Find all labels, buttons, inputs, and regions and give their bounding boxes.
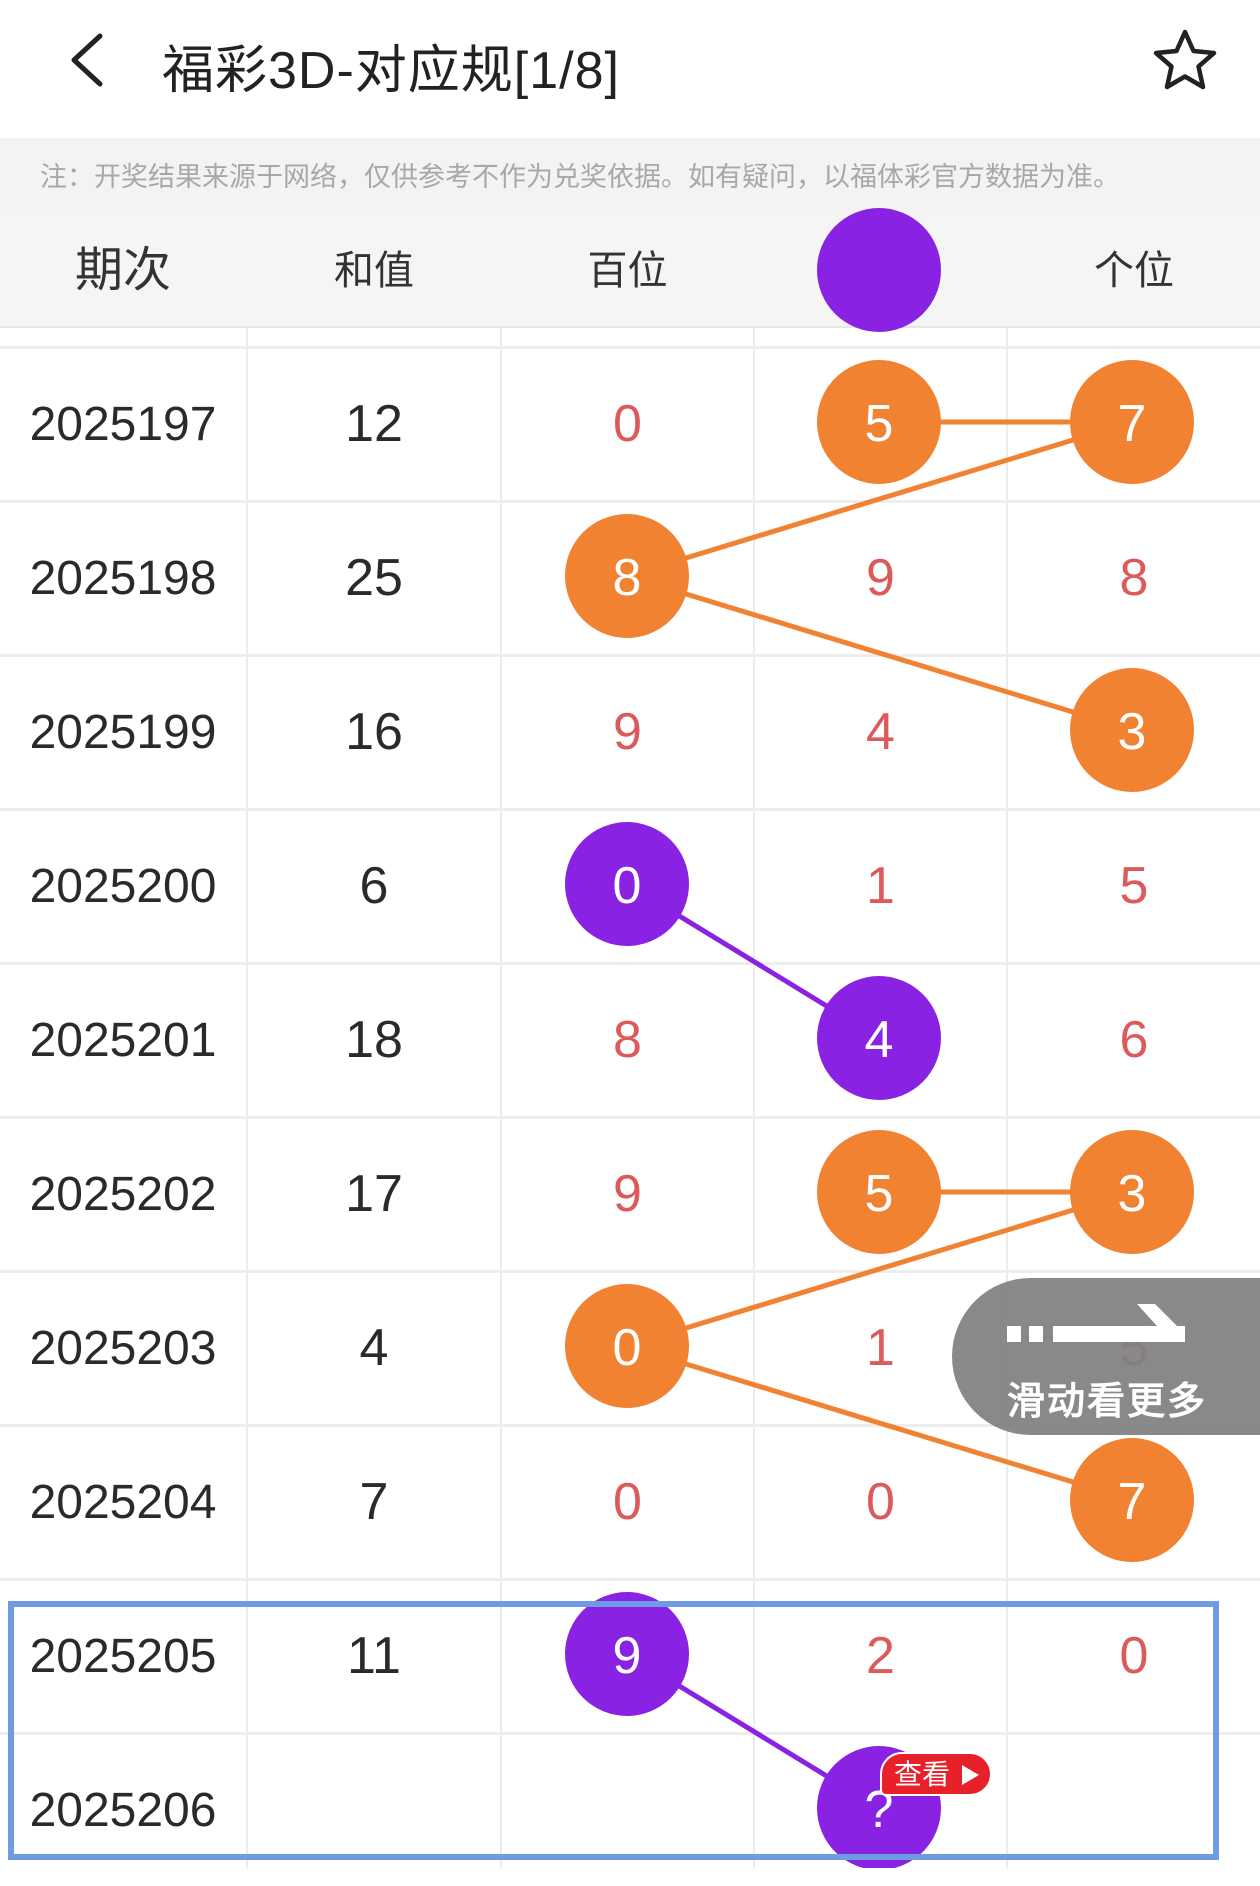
- column-header-sum: 和值: [334, 249, 414, 293]
- sum-cell: 17: [345, 1165, 403, 1223]
- issue-cell: 2025202: [29, 1168, 217, 1221]
- table-row: 202520118846: [0, 962, 1260, 1116]
- latest-issues-highlight: [8, 1601, 1219, 1860]
- table-row: 202519825898: [0, 500, 1260, 654]
- tens-cell: 9: [866, 549, 895, 607]
- column-divider: [246, 328, 248, 1868]
- results-table: 2025197120572025198258982025199169432025…: [0, 328, 1260, 1868]
- swipe-right-arrow-icon: [1007, 1304, 1185, 1342]
- tens-cell: 4: [866, 703, 895, 761]
- column-header-hundreds: 百位: [587, 249, 668, 293]
- column-header-issue: 期次: [74, 244, 171, 297]
- play-triangle-icon: [962, 1765, 979, 1785]
- column-divider: [1006, 328, 1008, 1868]
- view-prediction-badge[interactable]: 查看: [880, 1752, 992, 1796]
- column-divider: [753, 328, 755, 1868]
- hundreds-cell: 0: [613, 395, 642, 453]
- issue-cell: 2025201: [29, 1014, 217, 1067]
- sum-cell: 4: [359, 1319, 389, 1377]
- units-cell: 0: [1119, 1627, 1149, 1685]
- sum-cell: 25: [345, 549, 403, 607]
- issue-cell: 2025205: [29, 1630, 217, 1683]
- swipe-hint-label: 滑动看更多: [1007, 1381, 1208, 1423]
- page-title: 福彩3D-对应规[1/8]: [162, 42, 620, 100]
- table-row: 202519712057: [0, 346, 1260, 500]
- sum-cell: 6: [359, 857, 389, 915]
- units-cell: 8: [1119, 549, 1149, 607]
- app-header: 福彩3D-对应规[1/8]: [0, 0, 1260, 135]
- issue-cell: 2025200: [29, 860, 217, 913]
- issue-cell: 2025199: [29, 706, 217, 759]
- sum-cell: 16: [345, 703, 403, 761]
- table-row: 202520511920: [0, 1578, 1260, 1732]
- hundreds-cell: 8: [613, 1011, 642, 1069]
- issue-cell: 2025197: [29, 398, 217, 451]
- sum-cell: 12: [345, 395, 403, 453]
- table-header: 期次 和值 百位 十位 个位: [0, 216, 1260, 328]
- table-row: 20252047007: [0, 1424, 1260, 1578]
- units-cell: 5: [1119, 857, 1149, 915]
- swipe-more-hint[interactable]: 滑动看更多: [952, 1278, 1260, 1435]
- tens-cell: 1: [866, 857, 895, 915]
- sum-cell: 18: [345, 1011, 403, 1069]
- back-arrow-icon[interactable]: [62, 30, 122, 90]
- table-row: 20252006015: [0, 808, 1260, 962]
- column-divider: [500, 328, 502, 1868]
- table-row: 202520217953: [0, 1116, 1260, 1270]
- hundreds-cell: 9: [613, 1165, 642, 1223]
- view-badge-label: 查看: [894, 1759, 951, 1790]
- column-header-units: 个位: [1094, 249, 1174, 293]
- issue-cell: 2025203: [29, 1322, 217, 1375]
- favorite-star-icon[interactable]: [1150, 26, 1220, 96]
- disclaimer-notice: 注：开奖结果来源于网络，仅供参考不作为兑奖依据。如有疑问，以福体彩官方数据为准。: [0, 138, 1260, 216]
- issue-cell: 2025198: [29, 552, 217, 605]
- column-header-tens: 十位: [840, 249, 921, 293]
- sum-cell: 7: [359, 1473, 389, 1531]
- tens-cell: 0: [866, 1473, 895, 1531]
- table-row: 202519916943: [0, 654, 1260, 808]
- issue-cell: 2025206: [29, 1784, 217, 1837]
- hundreds-cell: 9: [613, 703, 642, 761]
- issue-cell: 2025204: [29, 1476, 217, 1529]
- sum-cell: 11: [347, 1627, 401, 1685]
- units-cell: 6: [1119, 1011, 1149, 1069]
- hundreds-cell: 0: [613, 1473, 642, 1531]
